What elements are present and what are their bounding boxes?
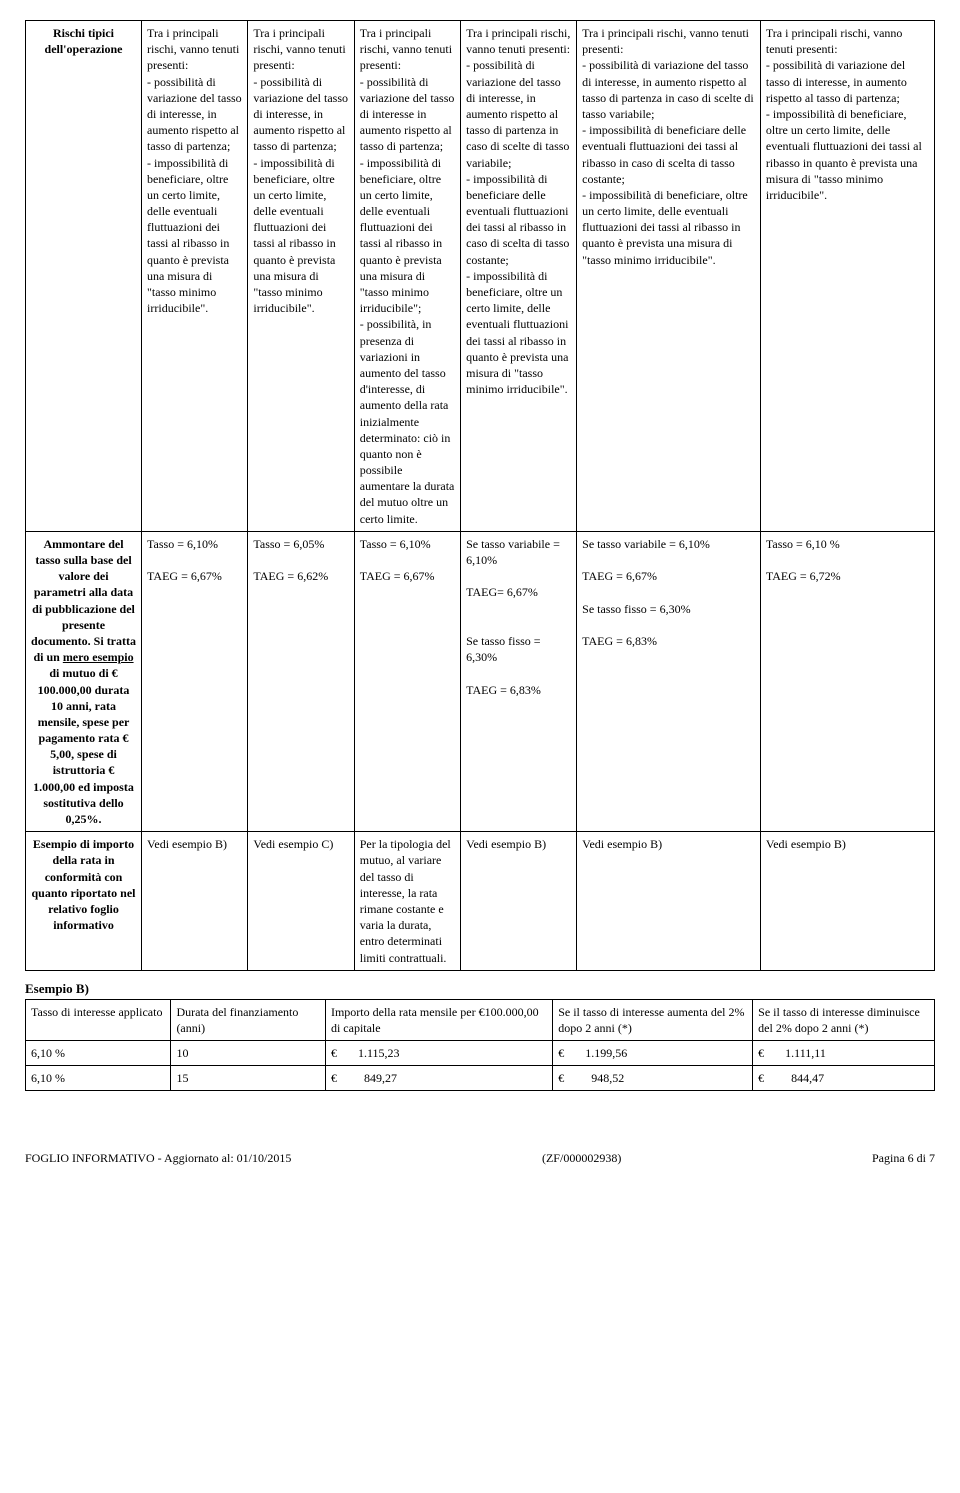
table-cell: Vedi esempio B) bbox=[142, 832, 248, 971]
table-cell: Per la tipologia del mutuo, al variare d… bbox=[354, 832, 460, 971]
main-risk-table: Rischi tipici dell'operazioneTra i princ… bbox=[25, 20, 935, 971]
table-cell: Vedi esempio B) bbox=[461, 832, 577, 971]
page-footer: FOGLIO INFORMATIVO - Aggiornato al: 01/1… bbox=[25, 1151, 935, 1166]
row-header: Rischi tipici dell'operazione bbox=[26, 21, 142, 532]
table-cell: Se tasso variabile = 6,10% TAEG= 6,67% S… bbox=[461, 531, 577, 831]
table-cell: Tasso = 6,10% TAEG = 6,67% bbox=[142, 531, 248, 831]
table-cell: € 849,27 bbox=[325, 1066, 552, 1091]
table-cell: Tasso = 6,10% TAEG = 6,67% bbox=[354, 531, 460, 831]
table-cell: Tasso = 6,05% TAEG = 6,62% bbox=[248, 531, 354, 831]
footer-left: FOGLIO INFORMATIVO - Aggiornato al: 01/1… bbox=[25, 1151, 291, 1166]
table-cell: € 1.115,23 bbox=[325, 1041, 552, 1066]
table-cell: Se tasso variabile = 6,10% TAEG = 6,67% … bbox=[577, 531, 761, 831]
table-cell: Vedi esempio B) bbox=[577, 832, 761, 971]
table-cell: Tra i principali rischi, vanno tenuti pr… bbox=[248, 21, 354, 532]
table-cell: Tra i principali rischi, vanno tenuti pr… bbox=[461, 21, 577, 532]
table-cell: Tra i principali rischi, vanno tenuti pr… bbox=[760, 21, 934, 532]
table-cell: Tra i principali rischi, vanno tenuti pr… bbox=[577, 21, 761, 532]
table-cell: € 844,47 bbox=[753, 1066, 935, 1091]
row-header: Ammontare del tasso sulla base del valor… bbox=[26, 531, 142, 831]
header-cell: Durata del finanziamento (anni) bbox=[171, 999, 326, 1040]
table-cell: € 1.111,11 bbox=[753, 1041, 935, 1066]
table-cell: Tra i principali rischi, vanno tenuti pr… bbox=[142, 21, 248, 532]
table-cell: € 948,52 bbox=[553, 1066, 753, 1091]
table-cell: € 1.199,56 bbox=[553, 1041, 753, 1066]
table-cell: 15 bbox=[171, 1066, 326, 1091]
table-cell: 6,10 % bbox=[26, 1041, 171, 1066]
footer-center: (ZF/000002938) bbox=[542, 1151, 621, 1166]
table-cell: 6,10 % bbox=[26, 1066, 171, 1091]
header-cell: Importo della rata mensile per €100.000,… bbox=[325, 999, 552, 1040]
table-cell: Vedi esempio C) bbox=[248, 832, 354, 971]
header-cell: Tasso di interesse applicato bbox=[26, 999, 171, 1040]
table-cell: Vedi esempio B) bbox=[760, 832, 934, 971]
table-cell: Tasso = 6,10 % TAEG = 6,72% bbox=[760, 531, 934, 831]
example-b-label: Esempio B) bbox=[25, 981, 935, 997]
footer-right: Pagina 6 di 7 bbox=[872, 1151, 935, 1166]
table-cell: 10 bbox=[171, 1041, 326, 1066]
table-cell: Tra i principali rischi, vanno tenuti pr… bbox=[354, 21, 460, 532]
header-cell: Se il tasso di interesse diminuisce del … bbox=[753, 999, 935, 1040]
header-cell: Se il tasso di interesse aumenta del 2% … bbox=[553, 999, 753, 1040]
row-header: Esempio di importo della rata in conform… bbox=[26, 832, 142, 971]
example-b-table: Tasso di interesse applicatoDurata del f… bbox=[25, 999, 935, 1092]
